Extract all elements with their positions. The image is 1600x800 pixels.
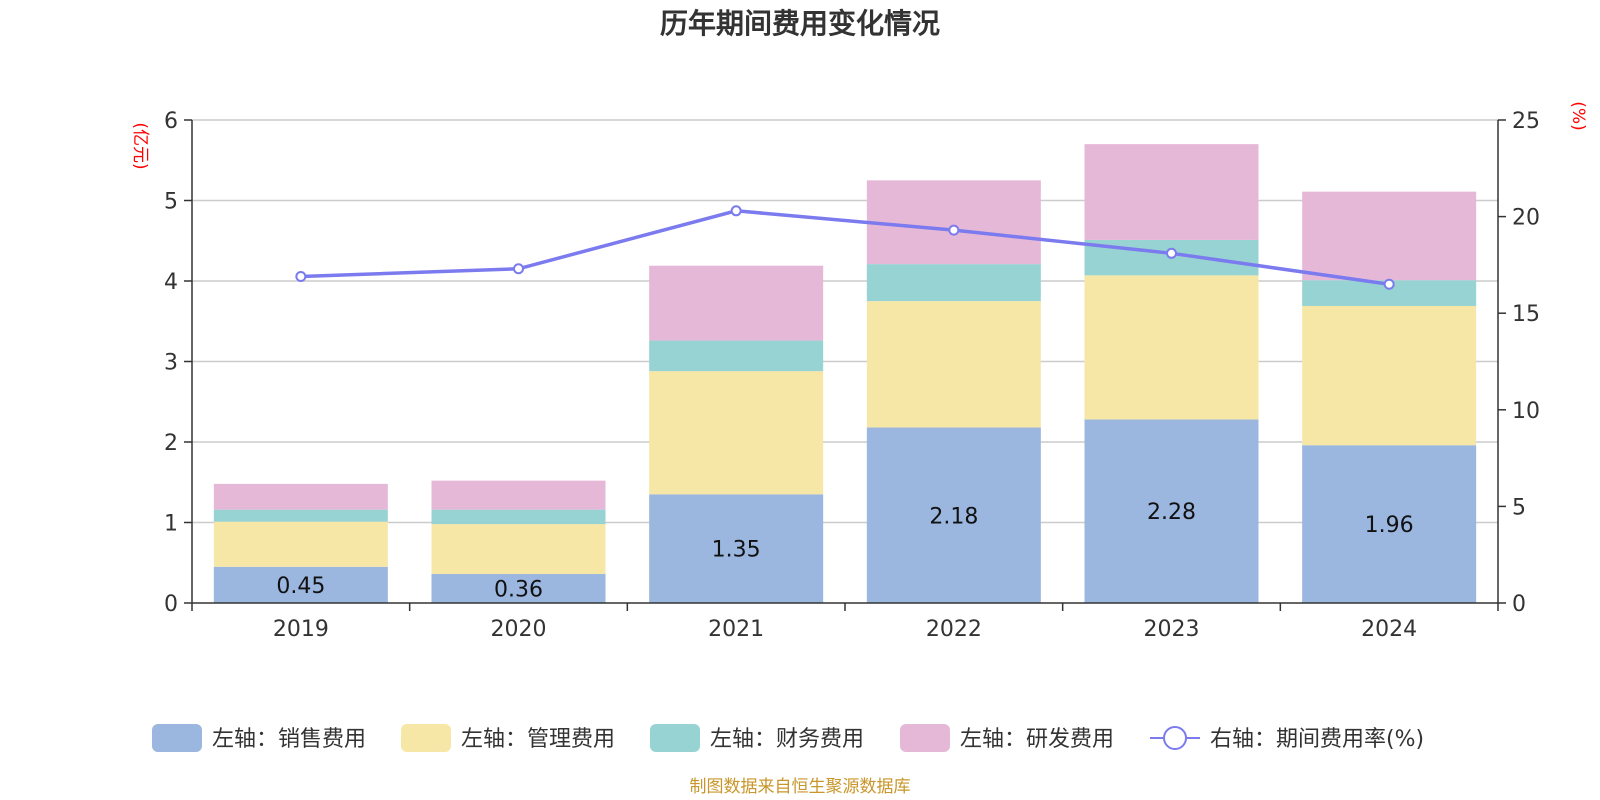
bar-segment — [431, 574, 606, 603]
left-tick-label: 1 — [164, 512, 178, 537]
legend-marker — [1163, 726, 1187, 750]
data-labels: 0.45 0.36 1.35 2.18 2.28 1.96 — [276, 500, 1413, 602]
x-tick-label: 2021 — [708, 617, 764, 642]
bar-segment — [1302, 445, 1477, 603]
left-tick-label: 0 — [164, 592, 178, 617]
axes: 0 1 2 3 4 5 6 0 5 10 15 20 25 2019 2020 2021 2022 2023 202… — [164, 109, 1540, 642]
bar-data-label: 1.35 — [712, 538, 761, 563]
left-tick-label: 2 — [164, 431, 178, 456]
bar-segment — [1302, 305, 1477, 446]
bar-segment — [649, 265, 824, 341]
bar-segment — [431, 524, 606, 575]
left-tick-label: 5 — [164, 190, 178, 215]
bar-segment — [866, 264, 1041, 302]
bar-segment — [866, 301, 1041, 428]
right-tick-label: 10 — [1512, 399, 1540, 424]
bar-data-label: 2.28 — [1147, 500, 1196, 525]
bar-segment — [866, 427, 1041, 603]
legend-label: 左轴：销售费用 — [212, 727, 366, 752]
right-tick-label: 20 — [1512, 206, 1540, 231]
legend-swatch — [152, 724, 202, 752]
bar-segment — [1084, 275, 1259, 420]
legend-label: 左轴：管理费用 — [461, 727, 615, 752]
bar-segment — [213, 521, 388, 567]
bar-segment — [213, 566, 388, 603]
bar-data-label: 1.96 — [1365, 513, 1414, 538]
grid-lines — [192, 119, 1498, 524]
bar-data-label: 2.18 — [929, 504, 978, 529]
rate-point — [1383, 278, 1395, 290]
legend-swatch — [401, 724, 451, 752]
right-tick-label: 0 — [1512, 592, 1526, 617]
bar-segment — [649, 494, 824, 603]
bar-segment — [866, 180, 1041, 265]
legend-swatch — [900, 724, 950, 752]
rate-point — [730, 205, 742, 217]
bar-data-label: 0.36 — [494, 578, 543, 603]
rate-point — [948, 224, 960, 236]
rate-line-path — [300, 209, 1390, 286]
legend-label: 左轴：研发费用 — [960, 727, 1114, 752]
right-axis-unit: (%) — [1568, 101, 1588, 130]
x-tick-label: 2024 — [1361, 617, 1417, 642]
bar-segment — [1084, 419, 1259, 603]
bar-data-label: 0.45 — [276, 574, 325, 599]
legend-label: 右轴：期间费用率(%) — [1210, 727, 1424, 752]
bar-segment — [213, 509, 388, 522]
legend-label: 左轴：财务费用 — [710, 727, 864, 752]
chart-title: 历年期间费用变化情况 — [660, 7, 940, 40]
rate-point — [295, 270, 307, 282]
left-tick-label: 6 — [164, 109, 178, 134]
bars — [213, 144, 1477, 603]
legend-swatch — [650, 724, 700, 752]
bar-segment — [431, 480, 606, 510]
x-tick-label: 2019 — [273, 617, 329, 642]
legend: 左轴：销售费用 左轴：管理费用 左轴：财务费用 左轴：研发费用 右轴：期间费用率(%) — [152, 724, 1424, 752]
bar-segment — [213, 483, 388, 510]
bar-segment — [1302, 191, 1477, 281]
bar-segment — [1084, 144, 1259, 240]
bar-segment — [649, 340, 824, 372]
bar-segment — [649, 371, 824, 495]
rate-point — [1166, 247, 1177, 259]
left-axis-unit: (亿元) — [130, 122, 150, 169]
x-tick-label: 2020 — [491, 617, 547, 642]
right-tick-label: 15 — [1512, 302, 1540, 327]
left-tick-label: 3 — [164, 351, 178, 376]
x-tick-label: 2023 — [1144, 617, 1200, 642]
right-tick-label: 5 — [1512, 495, 1526, 520]
rate-line — [295, 205, 1395, 290]
left-tick-label: 4 — [164, 270, 178, 295]
source-note: 制图数据来自恒生聚源数据库 — [690, 777, 911, 797]
right-tick-label: 25 — [1512, 109, 1540, 134]
rate-point — [513, 263, 524, 275]
x-tick-label: 2022 — [926, 617, 982, 642]
bar-segment — [431, 509, 606, 525]
